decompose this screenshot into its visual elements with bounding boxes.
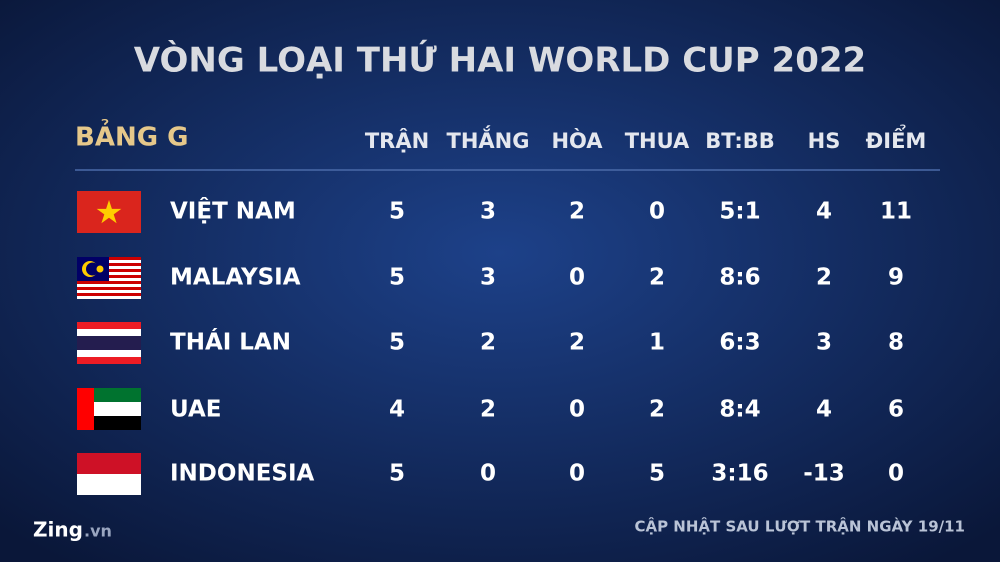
stat-cell: 0	[480, 461, 496, 487]
stat-cell: -13	[803, 461, 845, 487]
stat-cell: 0	[649, 199, 665, 225]
flag-uae	[77, 388, 141, 430]
stat-cell: 8:6	[719, 265, 760, 291]
flag-thailand	[77, 322, 141, 364]
column-header: HS	[808, 129, 841, 153]
stat-cell: 4	[816, 199, 832, 225]
stat-cell: 2	[480, 330, 496, 356]
stat-cell: 6:3	[719, 330, 760, 356]
stat-cell: 6	[888, 397, 904, 423]
stat-cell: 0	[569, 461, 585, 487]
stat-cell: 2	[569, 330, 585, 356]
column-header: HÒA	[551, 128, 603, 153]
stat-cell: 2	[649, 265, 665, 291]
stat-cell: 4	[389, 397, 405, 423]
stat-cell: 0	[888, 461, 904, 487]
stat-cell: 3:16	[711, 461, 768, 487]
stat-cell: 0	[569, 265, 585, 291]
team-name: MALAYSIA	[170, 265, 301, 291]
column-header: TRẬN	[365, 127, 429, 153]
stat-cell: 2	[569, 199, 585, 225]
logo-suffix: .vn	[84, 522, 112, 541]
stat-cell: 3	[816, 330, 832, 356]
team-name: VIỆT NAM	[170, 197, 296, 225]
stat-cell: 3	[480, 265, 496, 291]
team-name: THÁI LAN	[170, 328, 291, 356]
group-label: BẢNG G	[75, 118, 188, 153]
stat-cell: 2	[649, 397, 665, 423]
flag-vietnam	[77, 191, 141, 233]
stat-cell: 2	[480, 397, 496, 423]
stat-cell: 0	[569, 397, 585, 423]
flag-indonesia	[77, 453, 141, 495]
stat-cell: 11	[880, 199, 912, 225]
team-name: UAE	[170, 397, 221, 423]
stat-cell: 5	[649, 461, 665, 487]
stat-cell: 3	[480, 199, 496, 225]
stat-cell: 5	[389, 265, 405, 291]
stat-cell: 9	[888, 265, 904, 291]
stat-cell: 5	[389, 330, 405, 356]
logo: Zing	[33, 518, 83, 542]
column-header: BT:BB	[705, 129, 775, 153]
stat-cell: 5	[389, 199, 405, 225]
stat-cell: 8:4	[719, 397, 760, 423]
update-note: CẬP NHẬT SAU LƯỢT TRẬN NGÀY 19/11	[634, 516, 965, 536]
team-name: INDONESIA	[170, 461, 315, 487]
flag-malaysia	[77, 257, 141, 299]
title: VÒNG LOẠI THỨ HAI WORLD CUP 2022	[134, 40, 866, 81]
column-header: THUA	[625, 129, 690, 153]
stat-cell: 1	[649, 330, 665, 356]
stat-cell: 5	[389, 461, 405, 487]
stat-cell: 2	[816, 265, 832, 291]
stat-cell: 5:1	[719, 199, 760, 225]
column-header: ĐIỂM	[866, 125, 927, 153]
stat-cell: 8	[888, 330, 904, 356]
stat-cell: 4	[816, 397, 832, 423]
column-header: THẮNG	[447, 125, 530, 153]
